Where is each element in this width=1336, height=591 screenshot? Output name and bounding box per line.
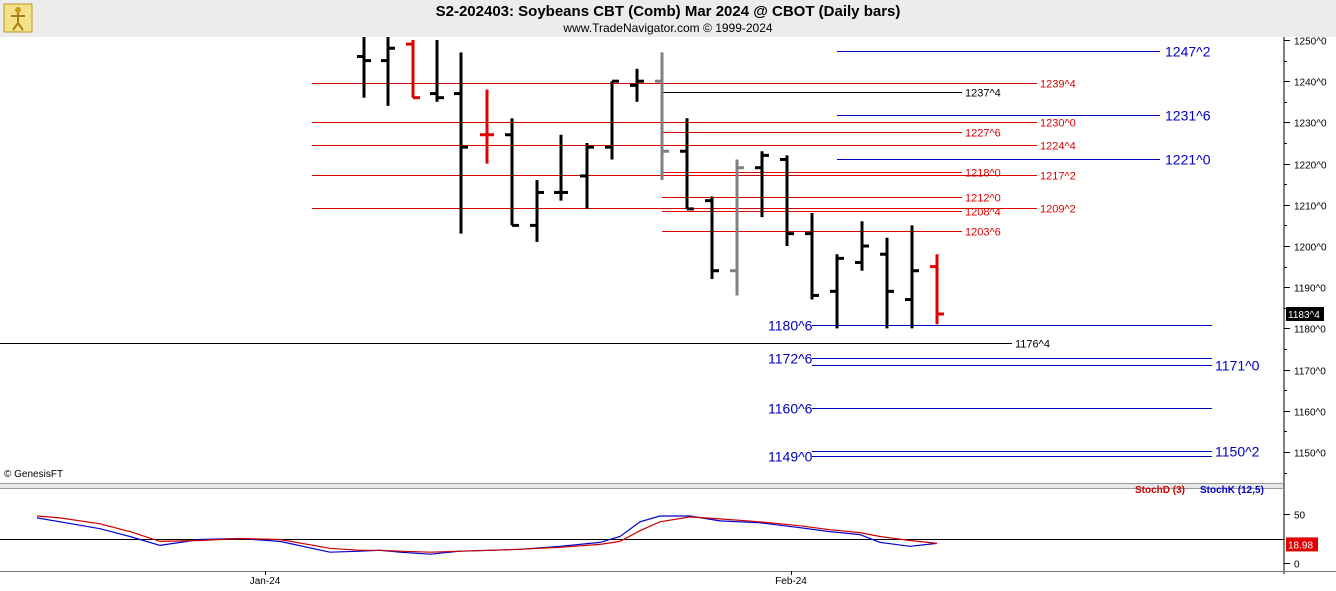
price-tick-label: 1200^0 (1294, 243, 1327, 254)
ohlc-bar (430, 40, 444, 102)
ohlc-bar (780, 155, 794, 246)
ohlc-bar (381, 37, 395, 106)
price-axis: 1150^0 1160^0 1170^0 1180^0 1190^0 1200^0 1210… (1284, 37, 1327, 474)
time-tick-label: Feb-24 (775, 576, 807, 587)
chart-title: S2-202403: Soybeans CBT (Comb) Mar 2024 … (435, 3, 901, 20)
price-panel-bg (0, 37, 1284, 483)
level-label: 1247^2 (1165, 44, 1211, 60)
ohlc-bar (680, 118, 694, 211)
level-label: 1218^0 (965, 168, 1001, 180)
ohlc-bar (480, 89, 494, 164)
level-label: 1208^4 (965, 207, 1001, 219)
bottom-axis-bg (0, 571, 1336, 591)
ohlc-bar (530, 180, 544, 242)
price-tick-label: 1160^0 (1294, 408, 1326, 419)
gold-figure-logo-icon (3, 3, 33, 33)
ohlc-bar (630, 68, 644, 102)
level-label: 1209^2 (1040, 204, 1076, 216)
level-label: 1171^0 (1215, 358, 1260, 374)
price-tick-label: 1180^0 (1294, 325, 1326, 336)
ohlc-bar (655, 52, 669, 181)
chart-subtitle: www.TradeNavigator.com © 1999-2024 (563, 21, 773, 35)
price-tick-label: 1220^0 (1294, 161, 1327, 172)
stoch-tick-label: 0 (1294, 560, 1300, 571)
price-tick-label: 1170^0 (1294, 367, 1326, 378)
ohlc-bar (855, 221, 869, 271)
last-price-flag (1286, 306, 1324, 321)
level-label: 1172^6 (768, 351, 813, 367)
price-tick-label: 1250^0 (1294, 37, 1327, 48)
stoch-tick-label: 50 (1294, 511, 1306, 522)
level-label: 1227^6 (965, 128, 1001, 140)
genesis-credit: © GenesisFT (4, 469, 64, 480)
ohlc-bar (805, 213, 819, 300)
price-tick-label: 1150^0 (1294, 449, 1326, 460)
ohlc-bar (930, 254, 944, 325)
ohlc-bar (830, 254, 844, 329)
stoch-legend-entry: StochD (3) (1135, 485, 1185, 496)
level-label: 1180^6 (768, 318, 813, 334)
ohlc-bar (880, 237, 894, 329)
chart-area[interactable]: 1247^2 1239^4 1237^4 1231^6 1230^0 1227^6 1224… (0, 37, 1336, 591)
level-label: 1203^6 (965, 227, 1001, 239)
ohlc-bar (505, 118, 519, 227)
time-tick-label: Jan-24 (250, 576, 281, 587)
right-axis-bg (1284, 37, 1336, 571)
stoch-d-line (36, 515, 938, 553)
level-label: 1221^0 (1165, 152, 1211, 168)
level-label: 1224^4 (1040, 141, 1076, 153)
level-label: 1230^0 (1040, 118, 1076, 130)
level-label: 1150^2 (1215, 444, 1260, 460)
level-label: 1149^0 (768, 449, 813, 465)
price-bars (357, 37, 944, 329)
last-price-label: 1183^4 (1288, 310, 1320, 321)
ohlc-bar (755, 151, 769, 218)
price-tick-label: 1190^0 (1294, 284, 1326, 295)
price-tick-label: 1230^0 (1294, 119, 1327, 130)
support-resistance-levels: 1247^2 1239^4 1237^4 1231^6 1230^0 1227^6 1224… (0, 44, 1260, 465)
price-tick-label: 1210^0 (1294, 202, 1327, 213)
price-tick-label: 1240^0 (1294, 78, 1327, 89)
ohlc-bar (357, 37, 371, 98)
ohlc-bar (554, 134, 568, 201)
stoch-value-label: 18.98 (1288, 540, 1313, 551)
ohlc-bar (705, 196, 719, 279)
stoch-value-flag (1286, 537, 1318, 552)
level-label: 1176^4 (1015, 339, 1050, 351)
level-label: 1160^6 (768, 401, 813, 417)
ohlc-bar (406, 40, 420, 100)
stochastic-panel: StochD (3) StochK (12,5) 50 0 18.98 (0, 485, 1318, 571)
ohlc-bar (454, 52, 468, 234)
time-axis: Jan-24 Feb-24 (250, 571, 807, 587)
ohlc-bar (730, 159, 744, 296)
stoch-legend-entry: StochK (12,5) (1200, 485, 1264, 496)
chart-header: S2-202403: Soybeans CBT (Comb) Mar 2024 … (0, 0, 1336, 37)
level-label: 1231^6 (1165, 108, 1211, 124)
level-label: 1212^0 (965, 193, 1001, 205)
level-label: 1237^4 (965, 88, 1001, 100)
ohlc-bar (580, 143, 594, 209)
level-label: 1239^4 (1040, 79, 1076, 91)
level-label: 1217^2 (1040, 171, 1076, 183)
ohlc-bar (905, 225, 919, 329)
ohlc-bar (605, 79, 619, 160)
